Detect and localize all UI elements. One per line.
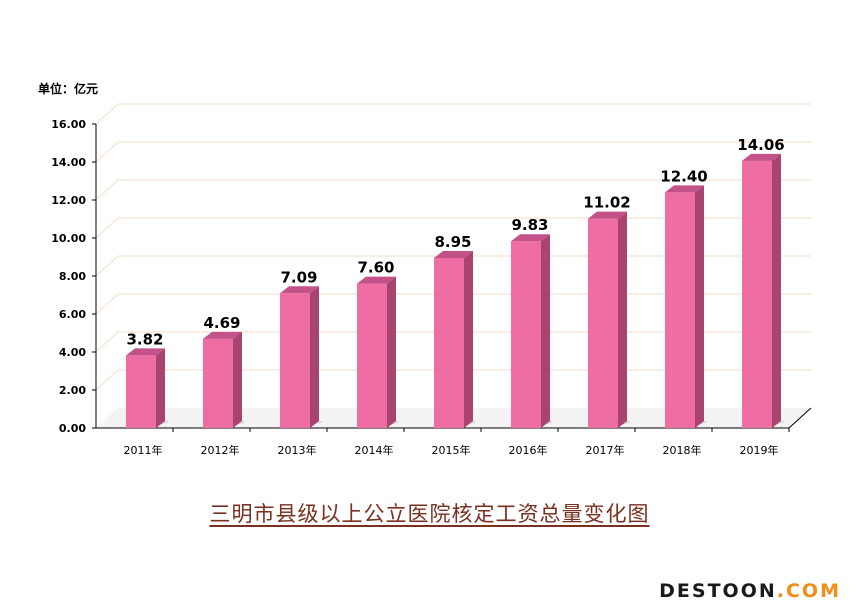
bar-front [511, 241, 541, 428]
x-tick-label: 2017年 [586, 443, 625, 457]
unit-label: 单位：亿元 [38, 81, 98, 96]
data-label: 14.06 [737, 136, 784, 154]
bar-side [387, 276, 396, 428]
x-tick-label: 2019年 [740, 443, 779, 457]
x-tick-label: 2012年 [201, 443, 240, 457]
bar-front [203, 338, 233, 428]
bar-front [280, 293, 310, 428]
x-tick-label: 2014年 [355, 443, 394, 457]
watermark-part1: DESTOON [659, 580, 777, 602]
bar-front [742, 160, 772, 429]
y-tick-label: 6.00 [59, 308, 86, 321]
bar-top [357, 276, 396, 284]
y-tick-label: 2.00 [59, 384, 86, 397]
bars [126, 153, 784, 429]
y-tick-label: 10.00 [51, 232, 86, 245]
bar-side [233, 331, 242, 428]
data-labels: 3.82 4.69 7.09 7.60 8.95 9.83 11.02 12.40 14.06 [126, 136, 784, 349]
data-label: 8.95 [434, 233, 471, 251]
bar [126, 348, 165, 428]
bar-chart: 0.00 2.00 4.00 6.00 8.00 10.00 12.00 14.00 16.00… [38, 81, 812, 457]
gridline-diag [95, 255, 119, 277]
data-label: 4.69 [203, 314, 240, 332]
bar-top [280, 286, 319, 294]
bar-front [357, 283, 387, 428]
data-label: 11.02 [583, 194, 630, 212]
bar-side [310, 286, 319, 428]
bar-front [665, 192, 695, 428]
y-tick-label: 14.00 [51, 156, 86, 169]
bar-side [695, 185, 704, 428]
bar [511, 234, 550, 428]
bar-top [665, 185, 704, 193]
watermark-part2: .COM [776, 580, 841, 602]
y-tick-label: 12.00 [51, 194, 86, 207]
bar-top [511, 234, 550, 242]
bar-front [126, 355, 156, 428]
gridline-diag [95, 293, 119, 315]
bar-top [434, 250, 473, 258]
bar [203, 331, 242, 428]
gridline-diag [95, 141, 119, 163]
x-tick-label: 2018年 [663, 443, 702, 457]
gridline-diag [95, 369, 119, 391]
gridline-diag [95, 331, 119, 353]
x-tick-label: 2015年 [432, 443, 471, 457]
bar [588, 211, 627, 428]
bar-side [772, 153, 781, 429]
bar [665, 185, 704, 428]
bar [280, 286, 319, 428]
data-label: 9.83 [511, 216, 548, 234]
gridline-diag [95, 179, 119, 201]
x-tick-label: 2016年 [509, 443, 548, 457]
data-label: 7.60 [357, 259, 394, 277]
gridline-diag [95, 217, 119, 239]
y-tick-labels: 0.00 2.00 4.00 6.00 8.00 10.00 12.00 14.00 16.00 [51, 118, 86, 435]
y-tick-label: 4.00 [59, 346, 86, 359]
watermark-logo: DESTOON.COM [659, 580, 841, 602]
x-tick-label: 2011年 [124, 443, 163, 457]
x-tick-labels: 2011年 2012年 2013年 2014年 2015年 2016年 2017年 2018年… [124, 443, 779, 457]
bar-side [156, 348, 165, 428]
x-tick-label: 2013年 [278, 443, 317, 457]
data-label: 7.09 [280, 268, 317, 286]
data-label: 12.40 [660, 167, 707, 185]
bar [434, 250, 473, 428]
y-tick-label: 8.00 [59, 270, 86, 283]
bar-top [126, 348, 165, 356]
bar-top [203, 331, 242, 339]
bar-top [742, 153, 781, 161]
bar [357, 276, 396, 428]
data-label: 3.82 [126, 330, 163, 348]
y-tick-label: 16.00 [51, 118, 86, 131]
chart-caption: 三明市县级以上公立医院核定工资总量变化图 [209, 502, 650, 526]
gridline-diag [95, 103, 119, 125]
bar-top [588, 211, 627, 219]
bar-side [541, 234, 550, 428]
bar-side [618, 211, 627, 428]
floor-edge [788, 407, 812, 429]
bar-front [588, 218, 618, 428]
bar-side [464, 250, 473, 428]
bar [742, 153, 781, 429]
y-tick-label: 0.00 [59, 422, 86, 435]
bar-front [434, 257, 464, 428]
